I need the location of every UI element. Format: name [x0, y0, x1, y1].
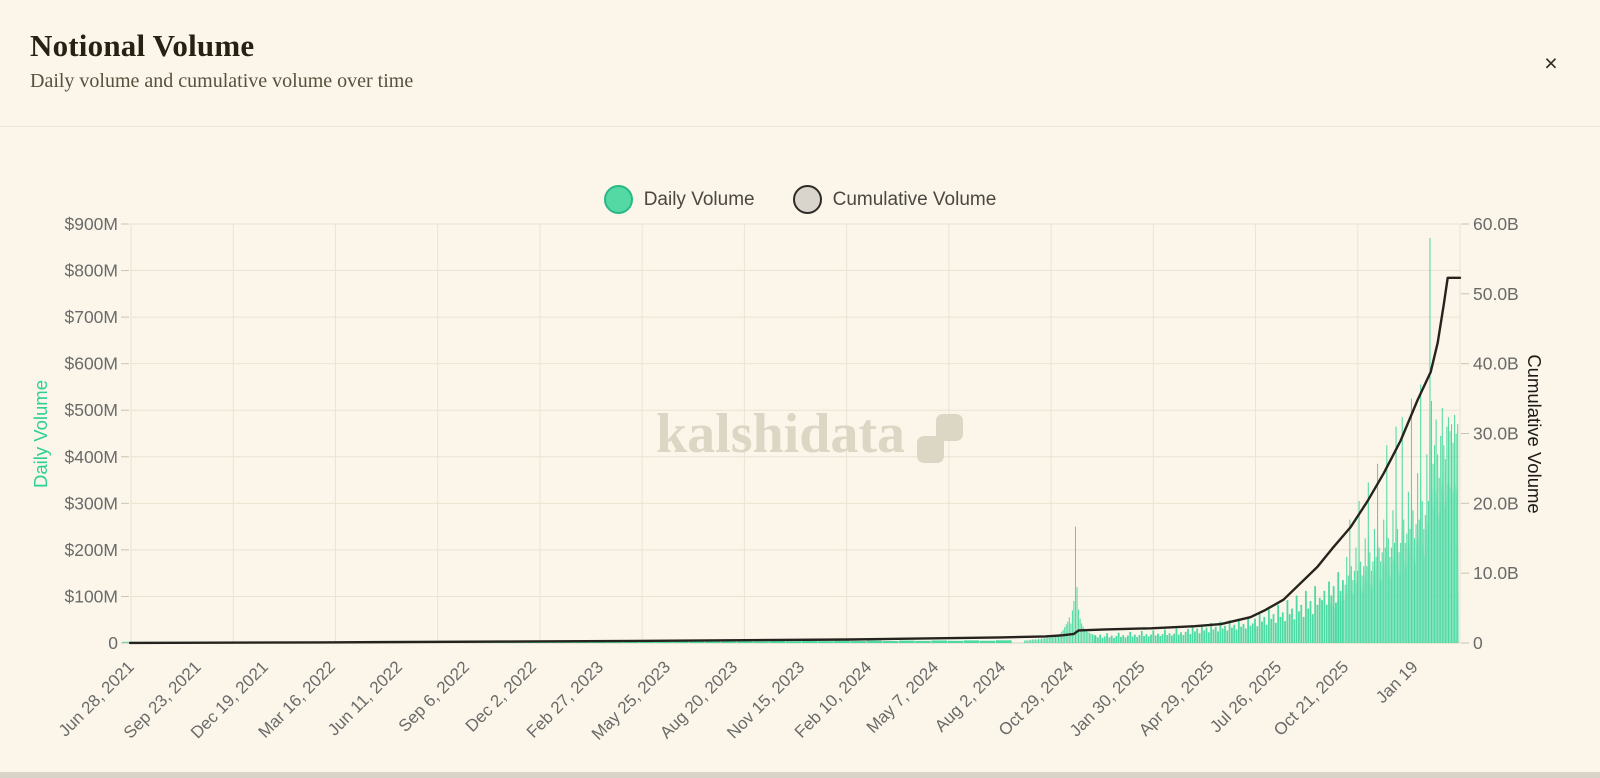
cumulative-line-series [128, 276, 1462, 645]
legend-label-daily-volume: Daily Volume [643, 188, 755, 210]
svg-text:kalshidata: kalshidata [656, 403, 905, 465]
svg-text:$800M: $800M [64, 261, 118, 281]
cumulative-volume-swatch-icon [792, 185, 822, 214]
svg-text:$300M: $300M [64, 493, 118, 513]
svg-text:50.0B: 50.0B [1473, 284, 1519, 304]
y-axis-left: $900M $800M $700M $600M $500M $400M $300M $200M… [30, 214, 129, 653]
close-button[interactable]: × [1534, 46, 1568, 80]
legend-item-daily-volume[interactable]: Daily Volume [603, 185, 755, 214]
modal-header: Notional Volume Daily volume and cumulat… [0, 0, 1600, 127]
left-axis-title: Daily Volume [30, 380, 51, 488]
svg-text:Jan 19: Jan 19 [1372, 657, 1422, 707]
svg-text:10.0B: 10.0B [1473, 563, 1519, 583]
watermark-step-icon [936, 414, 963, 441]
svg-text:$900M: $900M [64, 214, 118, 234]
header-divider [0, 126, 1600, 127]
daily-volume-bars-series [122, 237, 1459, 643]
svg-text:40.0B: 40.0B [1473, 354, 1519, 374]
watermark: kalshidata [656, 403, 963, 465]
svg-text:60.0B: 60.0B [1473, 214, 1519, 234]
svg-text:$100M: $100M [64, 586, 118, 606]
svg-text:$700M: $700M [64, 307, 118, 327]
svg-text:May 7, 2024: May 7, 2024 [863, 657, 943, 737]
volume-chart-canvas: kalshidata $900M $800M $700M $600M $500M $400M… [30, 214, 1545, 744]
legend-item-cumulative-volume[interactable]: Cumulative Volume [792, 185, 997, 214]
svg-text:$500M: $500M [64, 400, 118, 420]
svg-text:$200M: $200M [64, 540, 118, 560]
page-title: Notional Volume [30, 28, 255, 63]
svg-text:0: 0 [1473, 633, 1483, 653]
watermark-step-icon [917, 436, 944, 463]
svg-text:$600M: $600M [64, 354, 118, 374]
right-axis-title: Cumulative Volume [1524, 354, 1545, 513]
svg-text:30.0B: 30.0B [1473, 424, 1519, 444]
page-subtitle: Daily volume and cumulative volume over … [30, 70, 414, 92]
svg-text:0: 0 [108, 633, 118, 653]
daily-volume-swatch-icon [603, 185, 633, 214]
legend-label-cumulative-volume: Cumulative Volume [832, 188, 997, 210]
svg-text:$400M: $400M [64, 447, 118, 467]
y-axis-right: 60.0B 50.0B 40.0B 30.0B 20.0B 10.0B 0 Cumulativ… [1461, 214, 1545, 653]
chart-legend: Daily Volume Cumulative Volume [0, 185, 1600, 214]
window-bottom-edge [0, 772, 1600, 778]
svg-text:20.0B: 20.0B [1473, 493, 1519, 513]
svg-text:Sep 6, 2022: Sep 6, 2022 [395, 657, 473, 735]
